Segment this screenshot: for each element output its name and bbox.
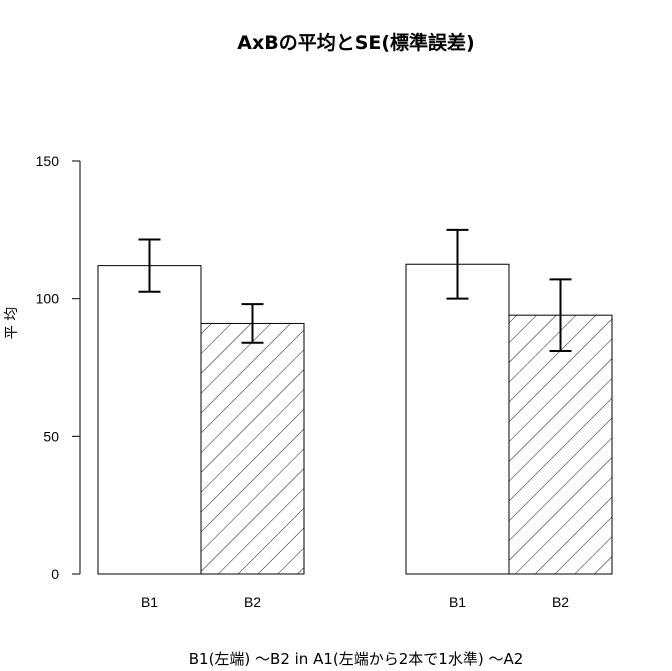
bar xyxy=(508,314,613,575)
y-tick-label: 0 xyxy=(51,566,59,582)
bar xyxy=(200,322,305,575)
y-axis: 0 50 100 150 xyxy=(36,153,81,582)
x-tick-label: B2 xyxy=(552,594,569,610)
chart-title: AxBの平均とSE(標準誤差) xyxy=(237,31,474,54)
error-bars xyxy=(138,228,572,352)
y-tick-label: 50 xyxy=(43,428,59,444)
y-tick-label: 100 xyxy=(36,291,60,307)
y-tick-label: 150 xyxy=(36,153,60,169)
x-axis-label: B1(左端) ～B2 in A1(左端から2本で1水準) ～A2 xyxy=(189,650,524,668)
bar xyxy=(405,263,510,575)
x-tick-label: B2 xyxy=(244,594,261,610)
bars xyxy=(97,263,613,575)
x-tick-labels: B1 B2 B1 B2 xyxy=(141,594,569,610)
x-tick-label: B1 xyxy=(141,594,158,610)
x-tick-label: B1 xyxy=(449,594,466,610)
bar xyxy=(97,265,202,575)
y-axis-label: 平 均 xyxy=(4,307,20,339)
